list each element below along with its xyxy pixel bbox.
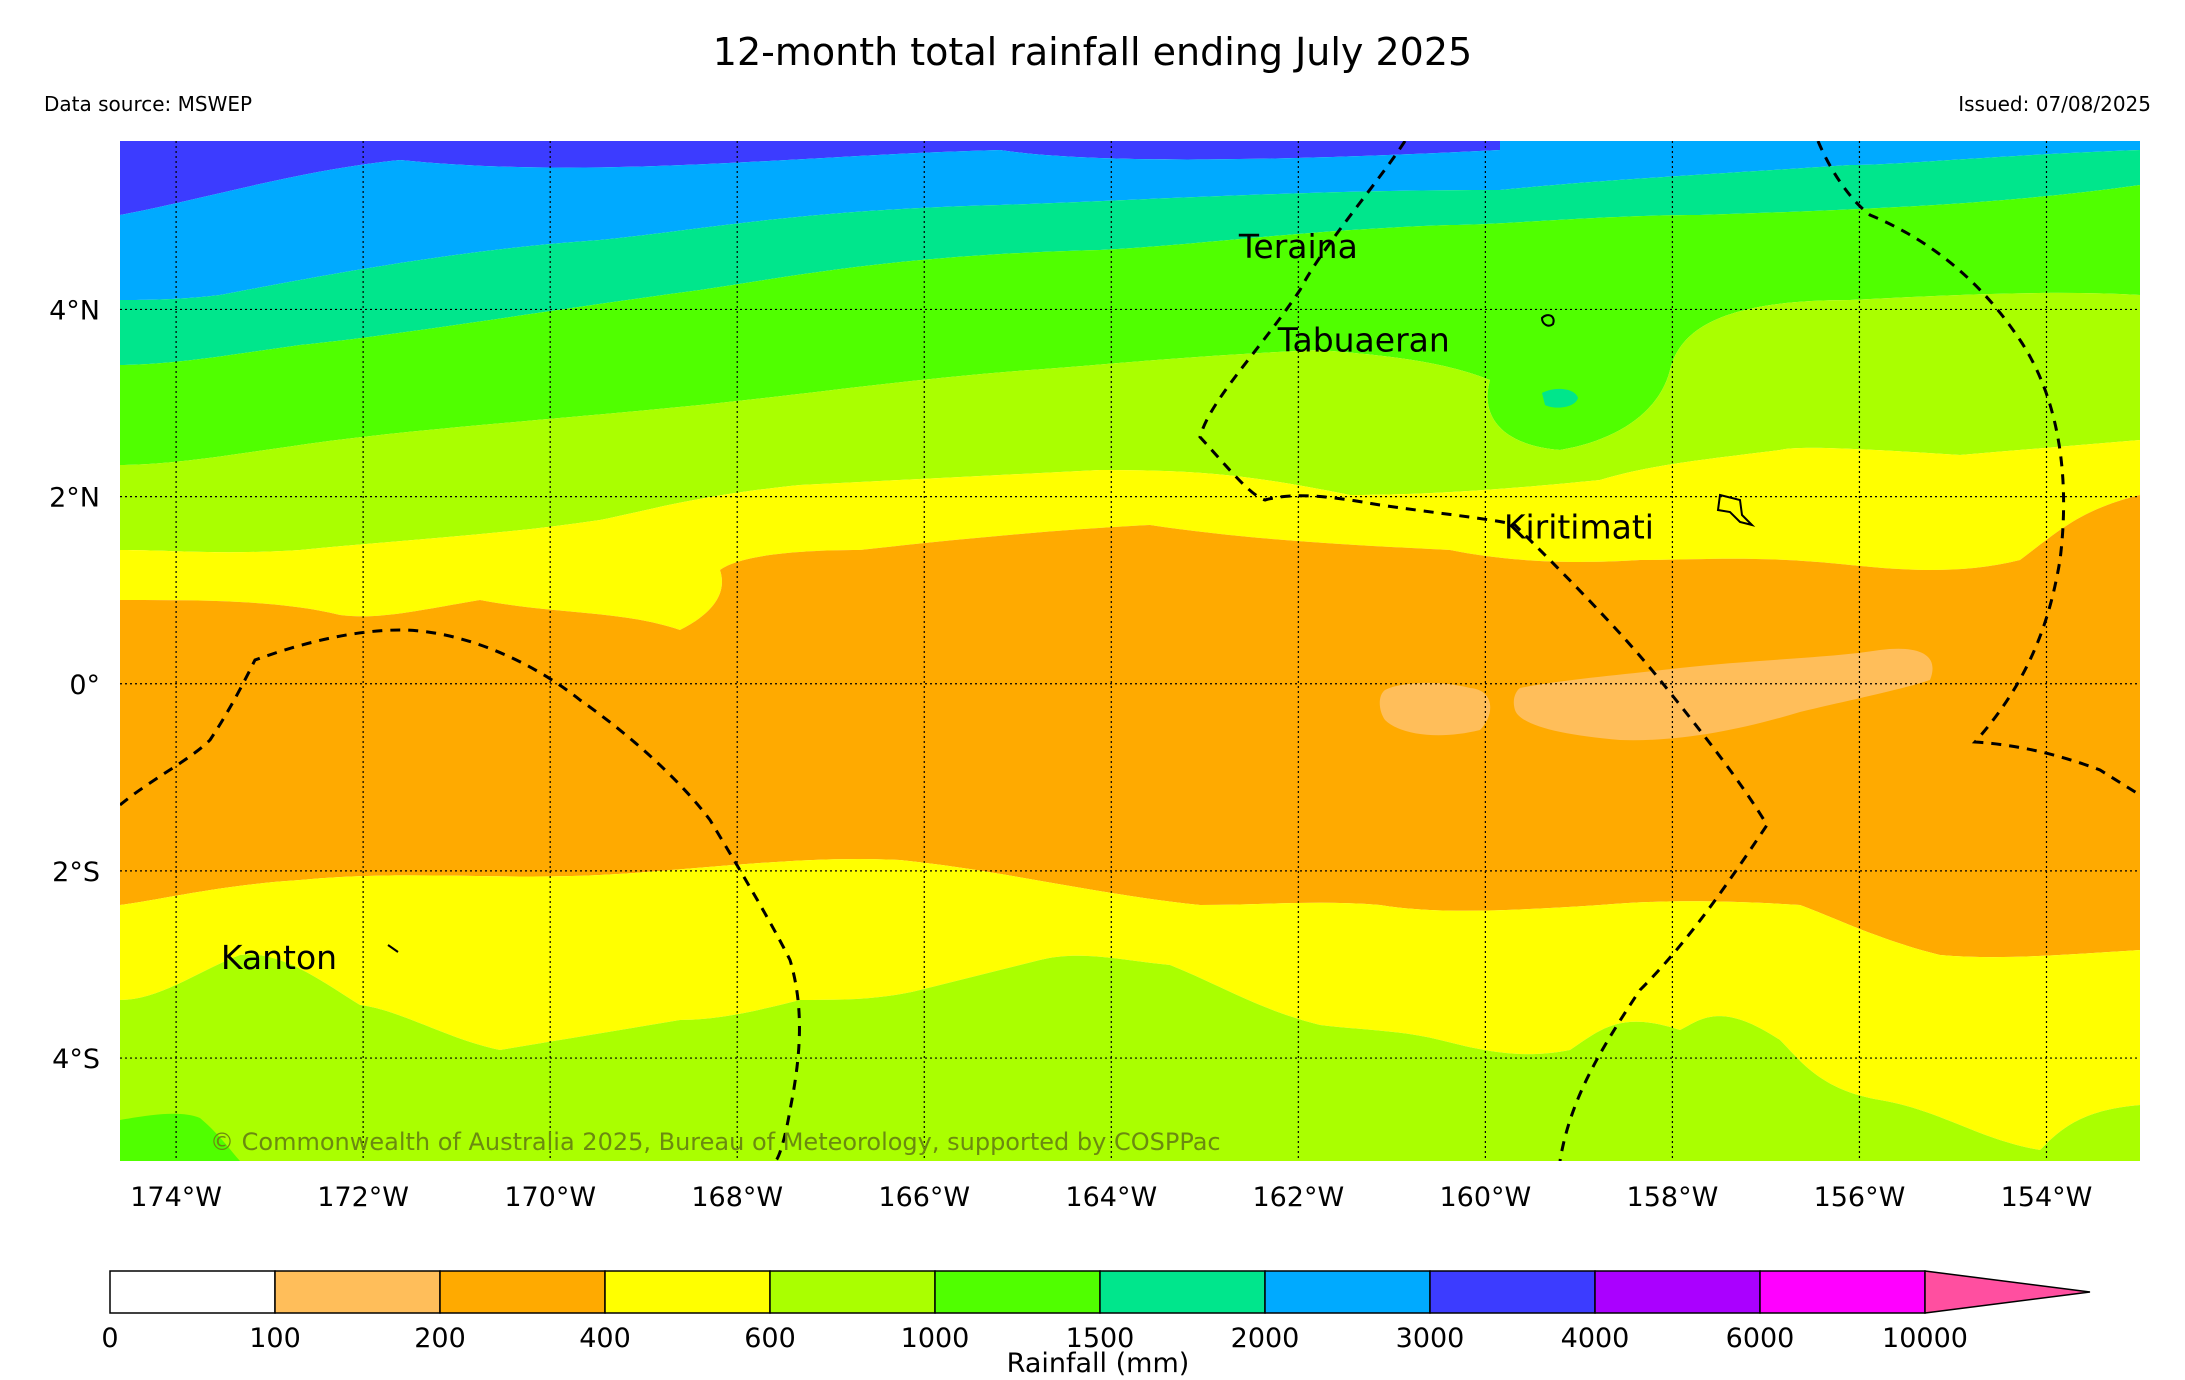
- lon-tick-label: 160°W: [1440, 1182, 1532, 1213]
- eez-line-east: [1816, 141, 2140, 797]
- lon-tick-label: 162°W: [1252, 1182, 1344, 1213]
- colorbar-tick-label: 6000: [1726, 1323, 1795, 1354]
- lat-tick-label: 4°S: [52, 1044, 100, 1075]
- band-400-600-north: [120, 440, 2140, 630]
- colorbar-segment: [439, 1270, 606, 1314]
- colorbar-segment: [934, 1270, 1101, 1314]
- colorbar-segment: [274, 1270, 441, 1314]
- band-600-1000: [120, 292, 2140, 553]
- colorbar-tick-label: 1500: [1066, 1323, 1135, 1354]
- band-1000-1500-south: [120, 1113, 240, 1161]
- band-1000-1500: [120, 185, 2140, 465]
- map-gridlines: [120, 141, 2140, 1161]
- colorbar-segment: [1594, 1270, 1761, 1314]
- colorbar-tick-label: 2000: [1231, 1323, 1300, 1354]
- tabuaeran-island-icon: [1540, 314, 1555, 327]
- colorbar-tick-label: 400: [579, 1323, 631, 1354]
- colorbar-tick-label: 200: [414, 1323, 466, 1354]
- colorbar-segment: [604, 1270, 771, 1314]
- place-labels: Teraina Tabuaeran Kiritimati Kanton: [221, 227, 1654, 977]
- colorbar-tick-label: 1000: [901, 1323, 970, 1354]
- lat-tick-label: 2°N: [49, 483, 100, 514]
- rainfall-field: [120, 141, 2140, 1161]
- lon-tick-label: 170°W: [504, 1182, 596, 1213]
- chart-title: 12-month total rainfall ending July 2025: [712, 30, 1473, 74]
- colorbar-tick-label: 10000: [1882, 1323, 1968, 1354]
- band-400-600-south: [120, 858, 2140, 1150]
- band-200-400: [120, 495, 2140, 958]
- place-label: Kiritimati: [1504, 508, 1654, 547]
- kanton-island-icon: [387, 944, 399, 953]
- longitude-axis: 174°W 172°W 170°W 168°W 166°W 164°W 162°W 160°W…: [130, 1182, 2092, 1213]
- band-2000-3000: [120, 141, 2140, 300]
- colorbar-segment: [1759, 1270, 1926, 1314]
- lon-tick-label: 168°W: [691, 1182, 783, 1213]
- lon-tick-label: 164°W: [1065, 1182, 1157, 1213]
- data-source-label: Data source: MSWEP: [44, 92, 253, 116]
- lon-tick-label: 174°W: [130, 1182, 222, 1213]
- colorbar-segment: [1429, 1270, 1596, 1314]
- lon-tick-label: 172°W: [317, 1182, 409, 1213]
- place-label: Tabuaeran: [1277, 321, 1450, 360]
- colorbar-extend-arrow: [1924, 1270, 2091, 1314]
- colorbar-segment: [109, 1270, 276, 1314]
- latitude-axis: 4°N 2°N 0° 2°S 4°S: [49, 295, 100, 1075]
- lon-tick-label: 156°W: [1814, 1182, 1906, 1213]
- place-label: Teraina: [1238, 227, 1358, 266]
- colorbar: 0 100 200 400 600 1000 1500 2000 3000 4000 6000 100…: [101, 1270, 2091, 1354]
- colorbar-tick-label: 3000: [1396, 1323, 1465, 1354]
- copyright-notice: © Commonwealth of Australia 2025, Bureau…: [210, 1128, 1221, 1156]
- band-3000-4000: [120, 141, 1500, 215]
- eez-line-phoenix: [120, 628, 801, 1161]
- colorbar-title: Rainfall (mm): [1007, 1348, 1190, 1379]
- lon-tick-label: 154°W: [2001, 1182, 2093, 1213]
- lat-tick-label: 0°: [69, 670, 100, 701]
- kiritimati-island-icon: [1716, 493, 1756, 527]
- island-outlines: [387, 314, 1756, 953]
- band-1500-2000: [120, 150, 2140, 365]
- lat-tick-label: 2°S: [52, 857, 100, 888]
- colorbar-tick-label: 0: [101, 1323, 118, 1354]
- lon-tick-label: 158°W: [1627, 1182, 1719, 1213]
- band-1500-2000-spot: [1542, 388, 1578, 408]
- colorbar-segment: [1099, 1270, 1266, 1314]
- issued-date-label: Issued: 07/08/2025: [1958, 92, 2151, 116]
- colorbar-segment: [769, 1270, 936, 1314]
- colorbar-tick-label: 100: [249, 1323, 301, 1354]
- band-100-200-b: [1513, 648, 1933, 741]
- lat-tick-label: 4°N: [49, 295, 100, 326]
- colorbar-tick-label: 4000: [1561, 1323, 1630, 1354]
- eez-boundaries: [120, 141, 2140, 1161]
- colorbar-tick-label: 600: [744, 1323, 796, 1354]
- place-label: Kanton: [221, 938, 337, 977]
- colorbar-segment: [1264, 1270, 1431, 1314]
- band-100-200-a: [1379, 682, 1491, 736]
- lon-tick-label: 166°W: [878, 1182, 970, 1213]
